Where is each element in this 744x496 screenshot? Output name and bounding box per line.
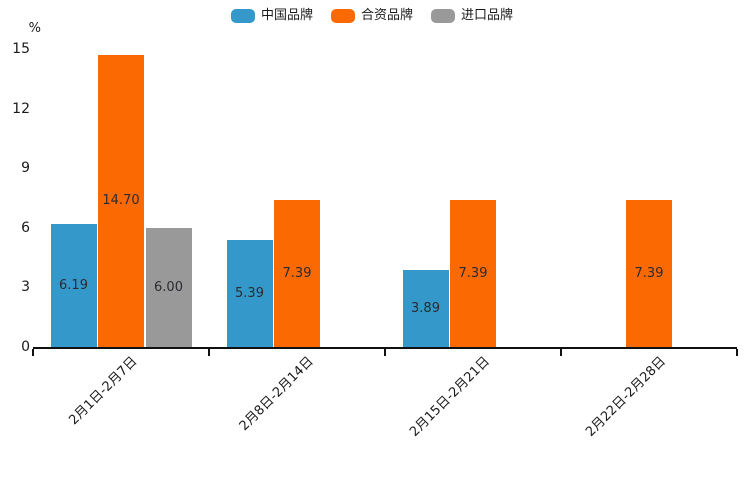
legend-swatch-icon (230, 8, 255, 23)
x-axis-tick (560, 349, 562, 356)
x-axis-tick (208, 349, 210, 356)
x-axis-tick (384, 349, 386, 356)
bar-合资品牌-2月1日-2月7日 (98, 54, 144, 347)
bar-value-label: 3.89 (411, 300, 440, 316)
bar-value-label: 7.39 (458, 266, 488, 282)
legend-swatch-icon (431, 8, 455, 23)
bar-中国品牌-2月15日-2月21日 (402, 269, 449, 347)
y-axis-tick-label: 15 (12, 41, 30, 57)
bar-value-label: 7.39 (282, 266, 312, 282)
legend-item-label: 中国品牌 (260, 8, 313, 23)
bar-合资品牌-2月22日-2月28日 (626, 200, 672, 347)
bar-value-label: 7.39 (634, 266, 664, 282)
y-axis-tick-label: 12 (12, 100, 30, 117)
legend-item-label: 合资品牌 (360, 8, 413, 23)
x-axis-tick (32, 349, 34, 356)
x-axis-category-label: 2月8日-2月14日 (236, 354, 317, 434)
bar-value-label: 14.70 (102, 193, 140, 209)
bar-value-label: 6.00 (154, 279, 183, 295)
bar-value-label: 5.39 (235, 285, 264, 301)
x-axis-tick (736, 349, 738, 356)
bar-value-label: 6.19 (59, 278, 88, 293)
x-axis-category-label: 2月15日-2月21日 (406, 354, 493, 440)
y-axis-tick-label: 9 (21, 160, 30, 177)
x-axis-category-label: 2月1日-2月7日 (66, 354, 141, 429)
y-axis-unit-label: % (28, 21, 41, 36)
bar-进口品牌-2月1日-2月7日 (145, 227, 192, 347)
bar-中国品牌-2月8日-2月14日 (226, 239, 273, 347)
legend-swatch-icon (330, 8, 355, 23)
y-axis-tick-label: 6 (21, 219, 30, 236)
x-axis-category-label: 2月22日-2月28日 (582, 354, 669, 440)
legend: 中国品牌 合资品牌 进口品牌 (0, 8, 744, 23)
legend-item-label: 进口品牌 (461, 8, 514, 23)
bar-合资品牌-2月15日-2月21日 (450, 200, 496, 347)
legend-item-series-1[interactable]: 合资品牌 (330, 8, 413, 23)
legend-item-series-0[interactable]: 中国品牌 (230, 8, 313, 23)
y-axis-tick-label: 3 (21, 279, 30, 296)
y-axis-tick-label: 0 (21, 339, 30, 355)
bar-中国品牌-2月1日-2月7日 (50, 224, 97, 347)
bar-合资品牌-2月8日-2月14日 (274, 200, 320, 347)
legend-item-series-2[interactable]: 进口品牌 (431, 8, 513, 23)
x-axis-line (33, 347, 737, 349)
